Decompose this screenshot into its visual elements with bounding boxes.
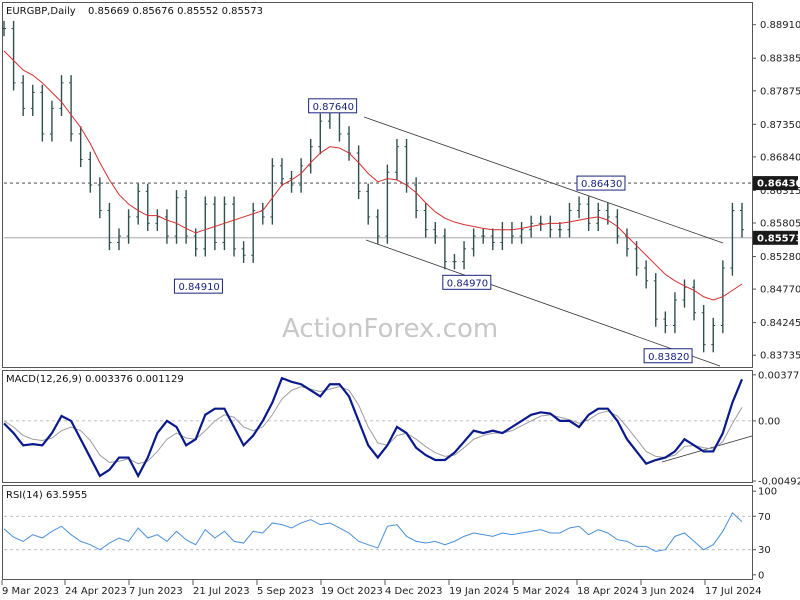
- price-panel-frame: [2, 2, 753, 368]
- macd-header: MACD(12,26,9) 0.003376 0.001129: [6, 374, 184, 385]
- x-tick-label: 19 Oct 2023: [321, 586, 383, 597]
- price-bars: [2, 20, 744, 353]
- y-tick-label: 100: [758, 487, 777, 498]
- moving-average: [3, 50, 743, 301]
- price-header-ohlc: 0.85669 0.85676 0.85552 0.85573: [88, 6, 263, 17]
- y-tick-label: 0.87875: [760, 86, 800, 97]
- watermark: ActionForex.com: [282, 314, 498, 344]
- annotation-box: [308, 98, 358, 114]
- x-tick-label: 3 Jun 2024: [641, 586, 695, 597]
- price-tag-label: 0.86430: [757, 179, 800, 190]
- x-axis: 9 Mar 2023 24 Apr 2023 7 Jun 2023 21 Jul 20…: [1, 580, 762, 597]
- annotation-box: [442, 274, 492, 290]
- rsi-y-axis: 100 70 30 0: [752, 487, 777, 581]
- channel-lower-line: [365, 239, 721, 367]
- x-tick-label: 24 Apr 2023: [65, 586, 127, 597]
- x-tick-label: 5 Sep 2023: [257, 586, 314, 597]
- y-tick-label: 0.84245: [760, 318, 800, 329]
- annotation-box: [576, 175, 626, 191]
- price-tag: [753, 176, 798, 191]
- moving-average-line: [3, 50, 743, 301]
- y-tick-label: 0.00: [758, 416, 780, 427]
- y-tick-label: 0.83735: [760, 351, 800, 362]
- annotation-box: [643, 348, 693, 364]
- price-annotations: 0.87640 0.84910 0.84970 0.86430 0.83820: [173, 98, 693, 364]
- annotation-label: 0.83820: [648, 352, 689, 363]
- rsi-line: [3, 512, 743, 552]
- x-tick-label: 18 Apr 2024: [577, 586, 639, 597]
- y-tick-label: 0.88385: [760, 54, 800, 65]
- macd-trendline: [661, 435, 753, 463]
- y-tick-label: 0.86315: [760, 186, 800, 197]
- x-tick-label: 21 Jul 2023: [193, 586, 250, 597]
- x-tick-label: 19 Jan 2024: [449, 586, 509, 597]
- macd-panel-frame: [2, 370, 753, 483]
- macd-signal-line: [3, 386, 743, 465]
- price-y-axis: 0.88910 0.88385 0.87875 0.87350 0.86840 0.863…: [752, 20, 800, 362]
- annotation-label: 0.86430: [581, 179, 622, 190]
- price-header-symbol: EURGBP,Daily: [6, 6, 76, 17]
- y-tick-label: 0.86840: [760, 152, 800, 163]
- y-tick-label: 0.85805: [760, 218, 800, 229]
- y-tick-label: 70: [758, 512, 771, 523]
- macd-main-line: [3, 376, 744, 479]
- price-tag-label: 0.85573: [757, 233, 800, 244]
- y-tick-label: 0: [758, 570, 764, 581]
- rsi-panel-frame: [2, 485, 753, 580]
- y-tick-label: 0.87350: [760, 120, 800, 131]
- annotation-label: 0.87640: [313, 102, 354, 113]
- x-tick-label: 17 Jul 2024: [705, 586, 762, 597]
- rsi-header: RSI(14) 63.5955: [6, 490, 87, 501]
- rsi-line: [3, 512, 743, 552]
- y-tick-label: 0.88910: [760, 20, 800, 31]
- macd-lines: [3, 376, 744, 479]
- x-tick-label: 7 Jun 2023: [129, 586, 183, 597]
- y-tick-label: 30: [758, 545, 771, 556]
- annotation-label: 0.84970: [447, 278, 488, 289]
- annotation-box: [173, 278, 223, 294]
- y-tick-label: 0.85280: [760, 252, 800, 263]
- x-tick-label: 5 Mar 2024: [513, 586, 570, 597]
- rsi-levels: [4, 515, 752, 551]
- trend-channel: [363, 116, 724, 367]
- x-tick-label: 4 Dec 2023: [385, 586, 443, 597]
- y-tick-label: 0.84770: [760, 285, 800, 296]
- y-tick-label: 0.003771: [758, 370, 800, 381]
- annotation-label: 0.84910: [178, 282, 219, 293]
- price-tag: [753, 230, 798, 245]
- channel-upper-line: [363, 116, 724, 244]
- x-tick-label: 9 Mar 2023: [2, 586, 59, 597]
